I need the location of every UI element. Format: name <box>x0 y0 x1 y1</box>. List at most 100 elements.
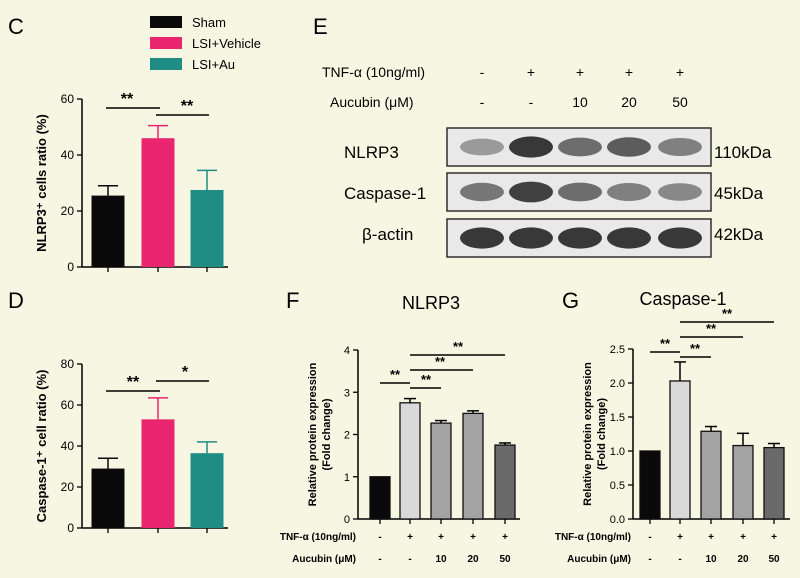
blot-band <box>558 182 602 202</box>
blot-protein-label-actin: β-actin <box>362 225 413 244</box>
bar <box>91 195 125 267</box>
tnf-value: - <box>648 532 651 543</box>
significance-label: ** <box>390 367 401 382</box>
legend-label-sham: Sham <box>192 15 226 30</box>
y-tick-label: 0 <box>344 514 350 526</box>
aucubin-value: - <box>378 554 381 565</box>
panel-letter-d: D <box>8 288 24 313</box>
bar <box>369 476 391 520</box>
blot-aucubin-value: - <box>480 94 485 110</box>
tnf-value: + <box>771 532 777 543</box>
aucubin-value: - <box>678 554 681 565</box>
tnf-row-label: TNF-α (10ng/ml) <box>280 532 356 543</box>
aucubin-value: 10 <box>705 554 717 565</box>
y-tick-label: 0 <box>67 521 74 535</box>
y-tick-label: 1 <box>344 472 350 484</box>
significance-label: * <box>182 364 189 381</box>
y-tick-label: 2.5 <box>610 344 625 356</box>
bar <box>430 422 452 520</box>
aucubin-value: 50 <box>499 554 511 565</box>
aucubin-value: 20 <box>467 554 479 565</box>
blot-band <box>658 227 702 249</box>
y-tick-label: 1.5 <box>610 412 625 424</box>
bar <box>91 468 125 528</box>
aucubin-value: - <box>648 554 651 565</box>
significance-label: ** <box>121 91 134 108</box>
legend-label-au: LSI+Au <box>192 57 235 72</box>
y-tick-label: 20 <box>61 480 75 494</box>
y-tick-label: 20 <box>61 204 75 218</box>
blot-band <box>658 183 702 201</box>
western-blot: TNF-α (10ng/ml) Aucubin (μM) - + + + + -… <box>322 64 772 258</box>
bar <box>399 402 421 520</box>
aucubin-row-label: Aucubin (μM) <box>567 554 631 565</box>
y-tick-label: 2.0 <box>610 378 625 390</box>
tnf-value: + <box>502 532 508 543</box>
chart-title: Caspase-1 <box>639 289 726 309</box>
y-tick-label: 3 <box>344 387 350 399</box>
bar <box>141 419 175 528</box>
y-tick-label: 80 <box>61 357 75 371</box>
panel-letter-f: F <box>286 288 299 313</box>
y-axis-label: Relative protein expression <box>307 362 319 506</box>
blot-band <box>558 227 602 249</box>
y-tick-label: 60 <box>61 398 75 412</box>
blot-band <box>607 183 651 201</box>
bar <box>732 444 754 520</box>
significance-label: ** <box>722 306 733 321</box>
aucubin-row-label: Aucubin (μM) <box>292 554 356 565</box>
tnf-value: + <box>708 532 714 543</box>
tnf-value: + <box>740 532 746 543</box>
chart-g-caspase1-expression: 0.0 0.5 1.0 1.5 2.0 2.5 Relative protein expre… <box>555 289 790 565</box>
legend-swatch-sham <box>150 16 182 28</box>
legend: Sham LSI+Vehicle LSI+Au <box>150 15 261 72</box>
bar <box>639 450 661 520</box>
blot-aucubin-value: 20 <box>621 94 637 110</box>
y-axis-label-line2: (Fold change) <box>596 398 608 470</box>
blot-protein-label-nlrp3: NLRP3 <box>344 143 399 162</box>
bar <box>141 138 175 267</box>
bar <box>494 444 516 520</box>
significance-label: ** <box>127 374 140 391</box>
blot-tnf-value: - <box>480 64 485 80</box>
y-tick-label: 0.5 <box>610 480 625 492</box>
aucubin-value: 50 <box>768 554 780 565</box>
blot-aucubin-value: 10 <box>572 94 588 110</box>
blot-tnf-row-label: TNF-α (10ng/ml) <box>322 64 425 80</box>
blot-band <box>658 138 702 156</box>
tnf-value: + <box>470 532 476 543</box>
blot-aucubin-value: 50 <box>672 94 688 110</box>
tnf-value: + <box>407 532 413 543</box>
aucubin-value: 20 <box>737 554 749 565</box>
tnf-value: + <box>677 532 683 543</box>
significance-label: ** <box>453 339 464 354</box>
blot-size-label-actin: 42kDa <box>714 225 764 244</box>
chart-f-nlrp3-expression: 0 1 2 3 4 Relative protein expression (Fold ch… <box>280 293 520 565</box>
blot-band <box>509 136 553 158</box>
legend-label-vehicle: LSI+Vehicle <box>192 36 261 51</box>
y-tick-label: 2 <box>344 430 350 442</box>
panel-letter-c: C <box>8 14 24 39</box>
tnf-value: + <box>438 532 444 543</box>
bar <box>669 380 691 520</box>
legend-swatch-vehicle <box>150 37 182 49</box>
blot-tnf-value: + <box>576 64 584 80</box>
blot-protein-label-caspase1: Caspase-1 <box>344 184 426 203</box>
y-tick-label: 40 <box>61 148 75 162</box>
blot-band <box>460 138 504 156</box>
blot-aucubin-value: - <box>529 94 534 110</box>
blot-tnf-value: + <box>527 64 535 80</box>
legend-swatch-au <box>150 58 182 70</box>
aucubin-value: - <box>408 554 411 565</box>
tnf-row-label: TNF-α (10ng/ml) <box>555 532 631 543</box>
bar <box>763 446 785 520</box>
blot-tnf-value: + <box>676 64 684 80</box>
y-axis-label: Caspase-1⁺ cell ratio (%) <box>34 370 49 523</box>
blot-aucubin-row-label: Aucubin (μM) <box>330 94 414 110</box>
significance-label: ** <box>181 98 194 115</box>
panel-letter-e: E <box>313 14 328 39</box>
y-tick-label: 0 <box>67 260 74 274</box>
y-tick-label: 60 <box>61 92 75 106</box>
